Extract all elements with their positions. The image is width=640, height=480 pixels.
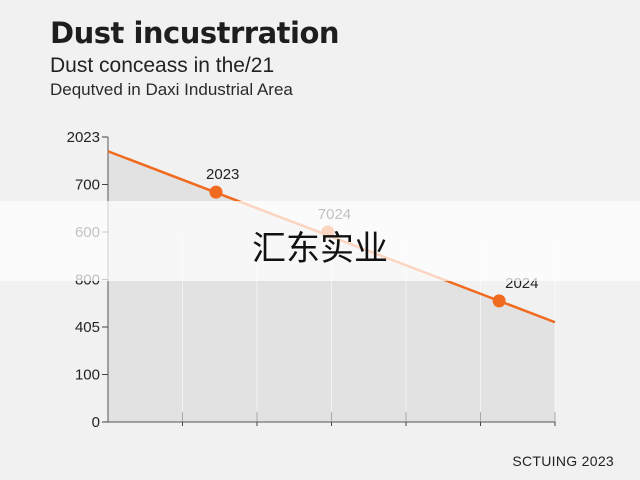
y-tick-label: 405 (75, 319, 100, 336)
watermark-band (0, 201, 640, 281)
y-tick-label: 0 (92, 414, 100, 431)
chart-subtitle: Dust conceass in the/21 (50, 54, 275, 77)
chart-subtitle-secondary: Dequtved in Daxi Industrial Area (50, 80, 293, 99)
chart-title: Dust incustrration (50, 16, 340, 50)
source-credit: SCTUING 2023 (512, 453, 614, 469)
y-tick-label: 2023 (67, 129, 100, 146)
watermark: 汇东实业 (252, 229, 388, 269)
data-point-label: 2023 (206, 166, 239, 183)
data-point (209, 185, 223, 199)
y-tick-label: 100 (75, 367, 100, 384)
y-tick-label: 700 (75, 177, 100, 194)
data-point (492, 294, 506, 308)
